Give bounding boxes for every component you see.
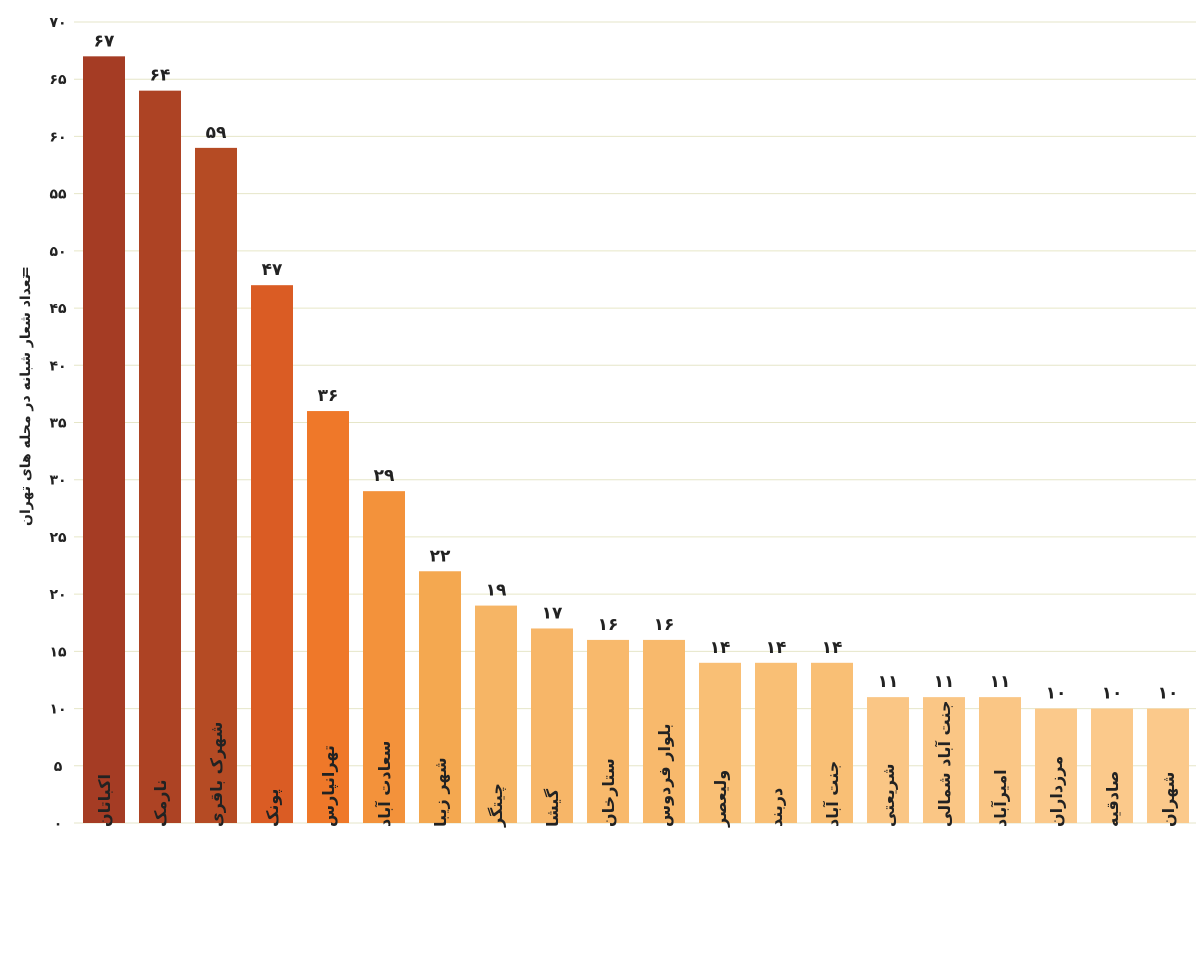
y-tick-label: ۱۵ [49,644,67,660]
data-label: ۲۲ [430,546,451,566]
y-tick-label: ۲۰ [49,587,66,603]
bar [643,639,685,823]
y-tick-label: ۶۵ [49,72,67,88]
data-label: ۱۰ [1158,684,1179,704]
x-tick-label: شهران [1159,772,1178,827]
x-tick-label: صادقیه [1103,771,1122,827]
bar [475,605,517,823]
y-tick-label: ۲۵ [49,530,67,546]
data-label: ۱۷ [542,603,563,623]
x-tick-label: گیشا [543,788,562,827]
bar [419,571,461,823]
x-tick-label: سعادت آباد [374,741,394,827]
data-label: ۱۶ [598,615,619,635]
bar [195,147,237,823]
x-tick-label: جنت آباد [822,761,842,827]
bars [83,56,1189,824]
bar [587,639,629,823]
data-labels: ۶۷ ۶۴ ۵۹ ۴۷ ۳۶ ۲۹ ۲۲ ۱۹ ۱۷ ۱۶ ۱۶ ۱۴ ۱۴ ۱۴ ۱۱ ۱۱ ۱۱ ۱۰ ۱۰ ۱۰ [94,31,1179,703]
y-axis-title-group: تعداد شعار شبانه در محله های تهران = [18,266,34,526]
y-tick-label: ۷۰ [49,15,66,31]
data-label: ۱۰ [1102,684,1123,704]
data-label: ۱۴ [710,638,731,658]
bar [363,491,405,823]
x-tick-label: نارمک [151,779,170,827]
bar [1035,708,1077,823]
bar [1147,708,1189,823]
x-tick-label: چیتگر [487,783,507,828]
y-axis-ticks: ۰ ۵ ۱۰ ۱۵ ۲۰ ۲۵ ۳۰ ۳۵ ۴۰ ۴۵ ۵۰ ۵۵ ۶۰ ۶۵ ۷۰ [49,15,67,832]
bar [699,662,741,823]
x-tick-label: ستارخان [599,758,618,827]
y-tick-label: ۳۰ [49,473,66,489]
x-tick-label: تهرانپارس [319,745,339,827]
y-tick-label: ۴۰ [49,358,66,374]
data-label: ۵۹ [206,123,227,143]
y-tick-label: ۱۰ [49,702,66,718]
bar [1091,708,1133,823]
y-tick-label: ۰ [54,816,63,832]
bar [83,56,125,824]
y-tick-label: ۶۰ [49,129,66,145]
y-tick-label: ۳۵ [49,416,67,432]
data-label: ۱۶ [654,615,675,635]
bar [867,697,909,823]
gridlines [74,21,1196,824]
y-tick-label: ۵ [54,759,63,775]
x-tick-label: مرزداران [1047,756,1066,827]
data-label: ۶۷ [94,31,115,51]
x-tick-label: شریعتی [879,764,898,827]
x-tick-label: ولیعصر [711,770,730,828]
data-label: ۶۴ [150,66,171,86]
data-label: ۱۱ [878,672,899,692]
data-label: ۱۴ [822,638,843,658]
bar [923,697,965,823]
bar [811,662,853,823]
data-label: ۱۰ [1046,684,1067,704]
y-tick-label: ۵۵ [49,187,67,203]
x-tick-label: دربند [767,788,786,827]
x-tick-label: پونک [263,789,283,827]
bar [251,285,293,824]
data-label: ۳۶ [318,386,339,406]
bar [307,411,349,823]
x-tick-label: اکباتان [95,774,114,827]
x-tick-label: بلوار فردوس [655,724,674,828]
data-label: ۲۹ [374,466,395,486]
x-tick-label: شهرک باقری [207,722,226,827]
x-axis-labels: اکباتان نارمک شهرک باقری پونک تهرانپارس سعادت… [95,700,1178,828]
data-label: ۱۴ [766,638,787,658]
data-label: ۴۷ [262,260,283,280]
data-label: ۱۱ [934,672,955,692]
bar [979,697,1021,823]
bar [755,662,797,823]
data-label: ۱۹ [486,581,507,601]
y-axis-title: تعداد شعار شبانه در محله های تهران [18,274,34,526]
x-tick-label: جنت آباد شمالی [934,700,954,827]
y-axis-title-marker: = [18,266,34,278]
bar [139,90,181,823]
y-tick-label: ۴۵ [49,301,67,317]
x-tick-label: شهر زیبا [431,757,450,827]
y-tick-label: ۵۰ [49,244,66,260]
x-tick-label: امیرآباد [990,769,1010,827]
data-label: ۱۱ [990,672,1011,692]
bar [531,628,573,823]
